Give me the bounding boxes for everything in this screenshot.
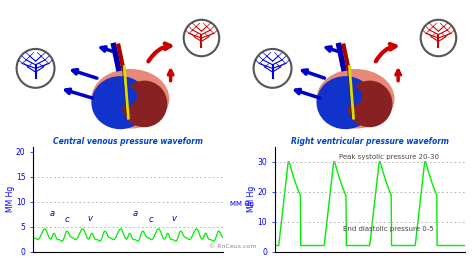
Ellipse shape	[17, 49, 55, 88]
Ellipse shape	[317, 77, 374, 128]
Ellipse shape	[92, 77, 148, 128]
Ellipse shape	[337, 86, 362, 106]
Ellipse shape	[112, 86, 137, 106]
Title: Central venous pressure waveform: Central venous pressure waveform	[53, 137, 203, 146]
Ellipse shape	[92, 70, 169, 128]
Ellipse shape	[122, 81, 167, 127]
Text: MM Hg: MM Hg	[230, 201, 254, 207]
Text: v: v	[171, 214, 176, 223]
Text: End diastolic pressure 0-5: End diastolic pressure 0-5	[343, 226, 434, 232]
Ellipse shape	[183, 20, 219, 56]
Text: Peak systolic pressure 20-30: Peak systolic pressure 20-30	[339, 154, 438, 160]
Text: c: c	[65, 215, 70, 224]
Text: © RnCeus.com: © RnCeus.com	[209, 244, 256, 249]
Ellipse shape	[317, 70, 394, 128]
Text: v: v	[88, 214, 92, 223]
Ellipse shape	[254, 49, 292, 88]
Text: a: a	[50, 209, 55, 217]
Y-axis label: MM Hg: MM Hg	[247, 186, 256, 212]
Y-axis label: MM Hg: MM Hg	[6, 186, 15, 212]
Title: Right ventricular pressure waveform: Right ventricular pressure waveform	[291, 137, 449, 146]
Text: a: a	[133, 209, 138, 217]
Ellipse shape	[347, 81, 392, 127]
Ellipse shape	[421, 20, 456, 56]
Text: c: c	[148, 215, 153, 224]
